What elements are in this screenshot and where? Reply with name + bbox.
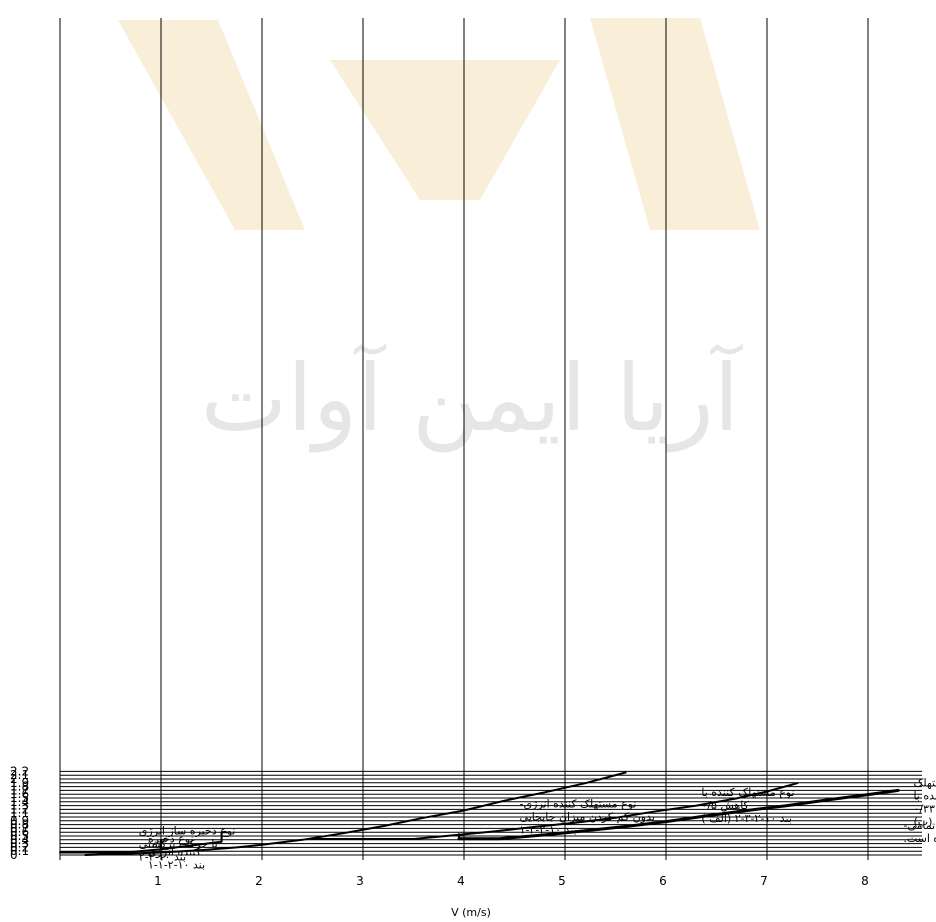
- x-tick-label: 4: [457, 874, 465, 888]
- y-tick-label: 0.3: [10, 837, 29, 851]
- y-tick-label: 0.8: [10, 818, 29, 832]
- x-tick-labels: 1 2 3 4 5 6 7 8: [154, 874, 869, 888]
- watermark: آریا ایمن آوات: [118, 18, 760, 453]
- y-tick-label: 1.2: [10, 802, 29, 816]
- y-tick-label: 1.5: [10, 791, 29, 805]
- annotations: نوع مستهلک کننده انرژی-بدون کم کردن میزا…: [139, 777, 936, 872]
- annotation-line: نوع مستهلک: [913, 777, 936, 790]
- annotation: خط ضخیم حد اقل میزان جابجایی ممکن وقتی ت…: [903, 819, 936, 845]
- annotation-line: بند ۱۰-۲-۱-۱: [148, 858, 205, 871]
- annotation-line: خط ضخیم حد اقل میزان جابجایی ممکن وقتی ت…: [903, 819, 936, 832]
- y-tick-label: 1: [10, 810, 18, 824]
- y-tick-label: 1.8: [10, 780, 29, 794]
- annotation-line: کاهش ۰/۵: [701, 799, 749, 812]
- y-tick-label: 0.6: [10, 825, 29, 839]
- y-tick-label: 0.7: [10, 821, 29, 835]
- annotation-line: نوع مستهلک کننده انرژی-: [520, 798, 637, 811]
- annotation: نوع مستهلک کننده انرژی-بدون کم کردن میزا…: [520, 798, 655, 837]
- series-line: [311, 782, 799, 840]
- series-line: [124, 831, 228, 854]
- annotation-line: کننده با: [913, 790, 936, 803]
- x-tick-label: 1: [154, 874, 162, 888]
- watermark-logo-right: [590, 18, 760, 230]
- annotation-line: کاهش ۰/۳۳: [913, 803, 936, 816]
- series-line: [457, 788, 900, 841]
- y-tick-label: 0.2: [10, 840, 29, 854]
- x-tick-label: 5: [558, 874, 566, 888]
- annotation-line: نوع ذخیره: [148, 832, 194, 845]
- y-tick-label: 2: [10, 772, 18, 786]
- y-tick-label: 1.3: [10, 799, 29, 813]
- y-tick-label: 0: [10, 848, 18, 862]
- y-tick-labels: 00.10.20.30.40.50.60.70.80.911.11.21.31.…: [10, 764, 29, 862]
- annotation-line: بدون کم کردن میزان جابجایی: [520, 811, 655, 824]
- x-axis-label: V (m/s): [451, 906, 491, 919]
- annotation-line: نوع مستهلک کننده با: [701, 786, 794, 799]
- y-tick-label: 1.7: [10, 783, 29, 797]
- annotation-line: نوع ذخیره ساز انرژی: [139, 824, 236, 837]
- y-tick-label: 2.1: [10, 768, 29, 782]
- annotation-line: بند ۱۰-۲-۳-۱: [520, 824, 577, 837]
- x-tick-label: 2: [255, 874, 263, 888]
- annotation-line: بند ۱۰-۲-۳-۲ (الف ): [701, 812, 792, 825]
- x-tick-label: 7: [760, 874, 768, 888]
- y-tick-label: 1.4: [10, 795, 29, 809]
- series-line: [84, 771, 627, 856]
- x-tick-label: 6: [659, 874, 667, 888]
- annotation-line: بند ۱۰-۲-۲: [139, 850, 186, 863]
- x-tick-label: 3: [356, 874, 364, 888]
- series: [59, 771, 900, 856]
- watermark-logo-left: [118, 20, 305, 230]
- watermark-text: آریا ایمن آوات: [201, 343, 743, 453]
- y-tick-label: 1.6: [10, 787, 29, 801]
- annotation-line: با حرکت برگشتی: [139, 837, 218, 850]
- y-tick-label: 0.5: [10, 829, 29, 843]
- y-tick-label: 0.9: [10, 814, 29, 828]
- annotation-line: کننده انرژی: [148, 845, 202, 858]
- y-tick-label: 0.4: [10, 833, 29, 847]
- y-tick-label: 2.2: [10, 764, 29, 778]
- x-tick-label: 8: [861, 874, 869, 888]
- y-tick-label: 1.1: [10, 806, 29, 820]
- annotation-line: حالات بند ۱۰-۲-۳ در نظر گرفته شده است.: [903, 832, 936, 845]
- y-tick-label: 1.9: [10, 776, 29, 790]
- y-tick-label: 0.1: [10, 844, 29, 858]
- watermark-logo-middle: [330, 60, 560, 200]
- annotation-line: بند ۱۰-۲-۳-۲ (ب): [913, 816, 936, 829]
